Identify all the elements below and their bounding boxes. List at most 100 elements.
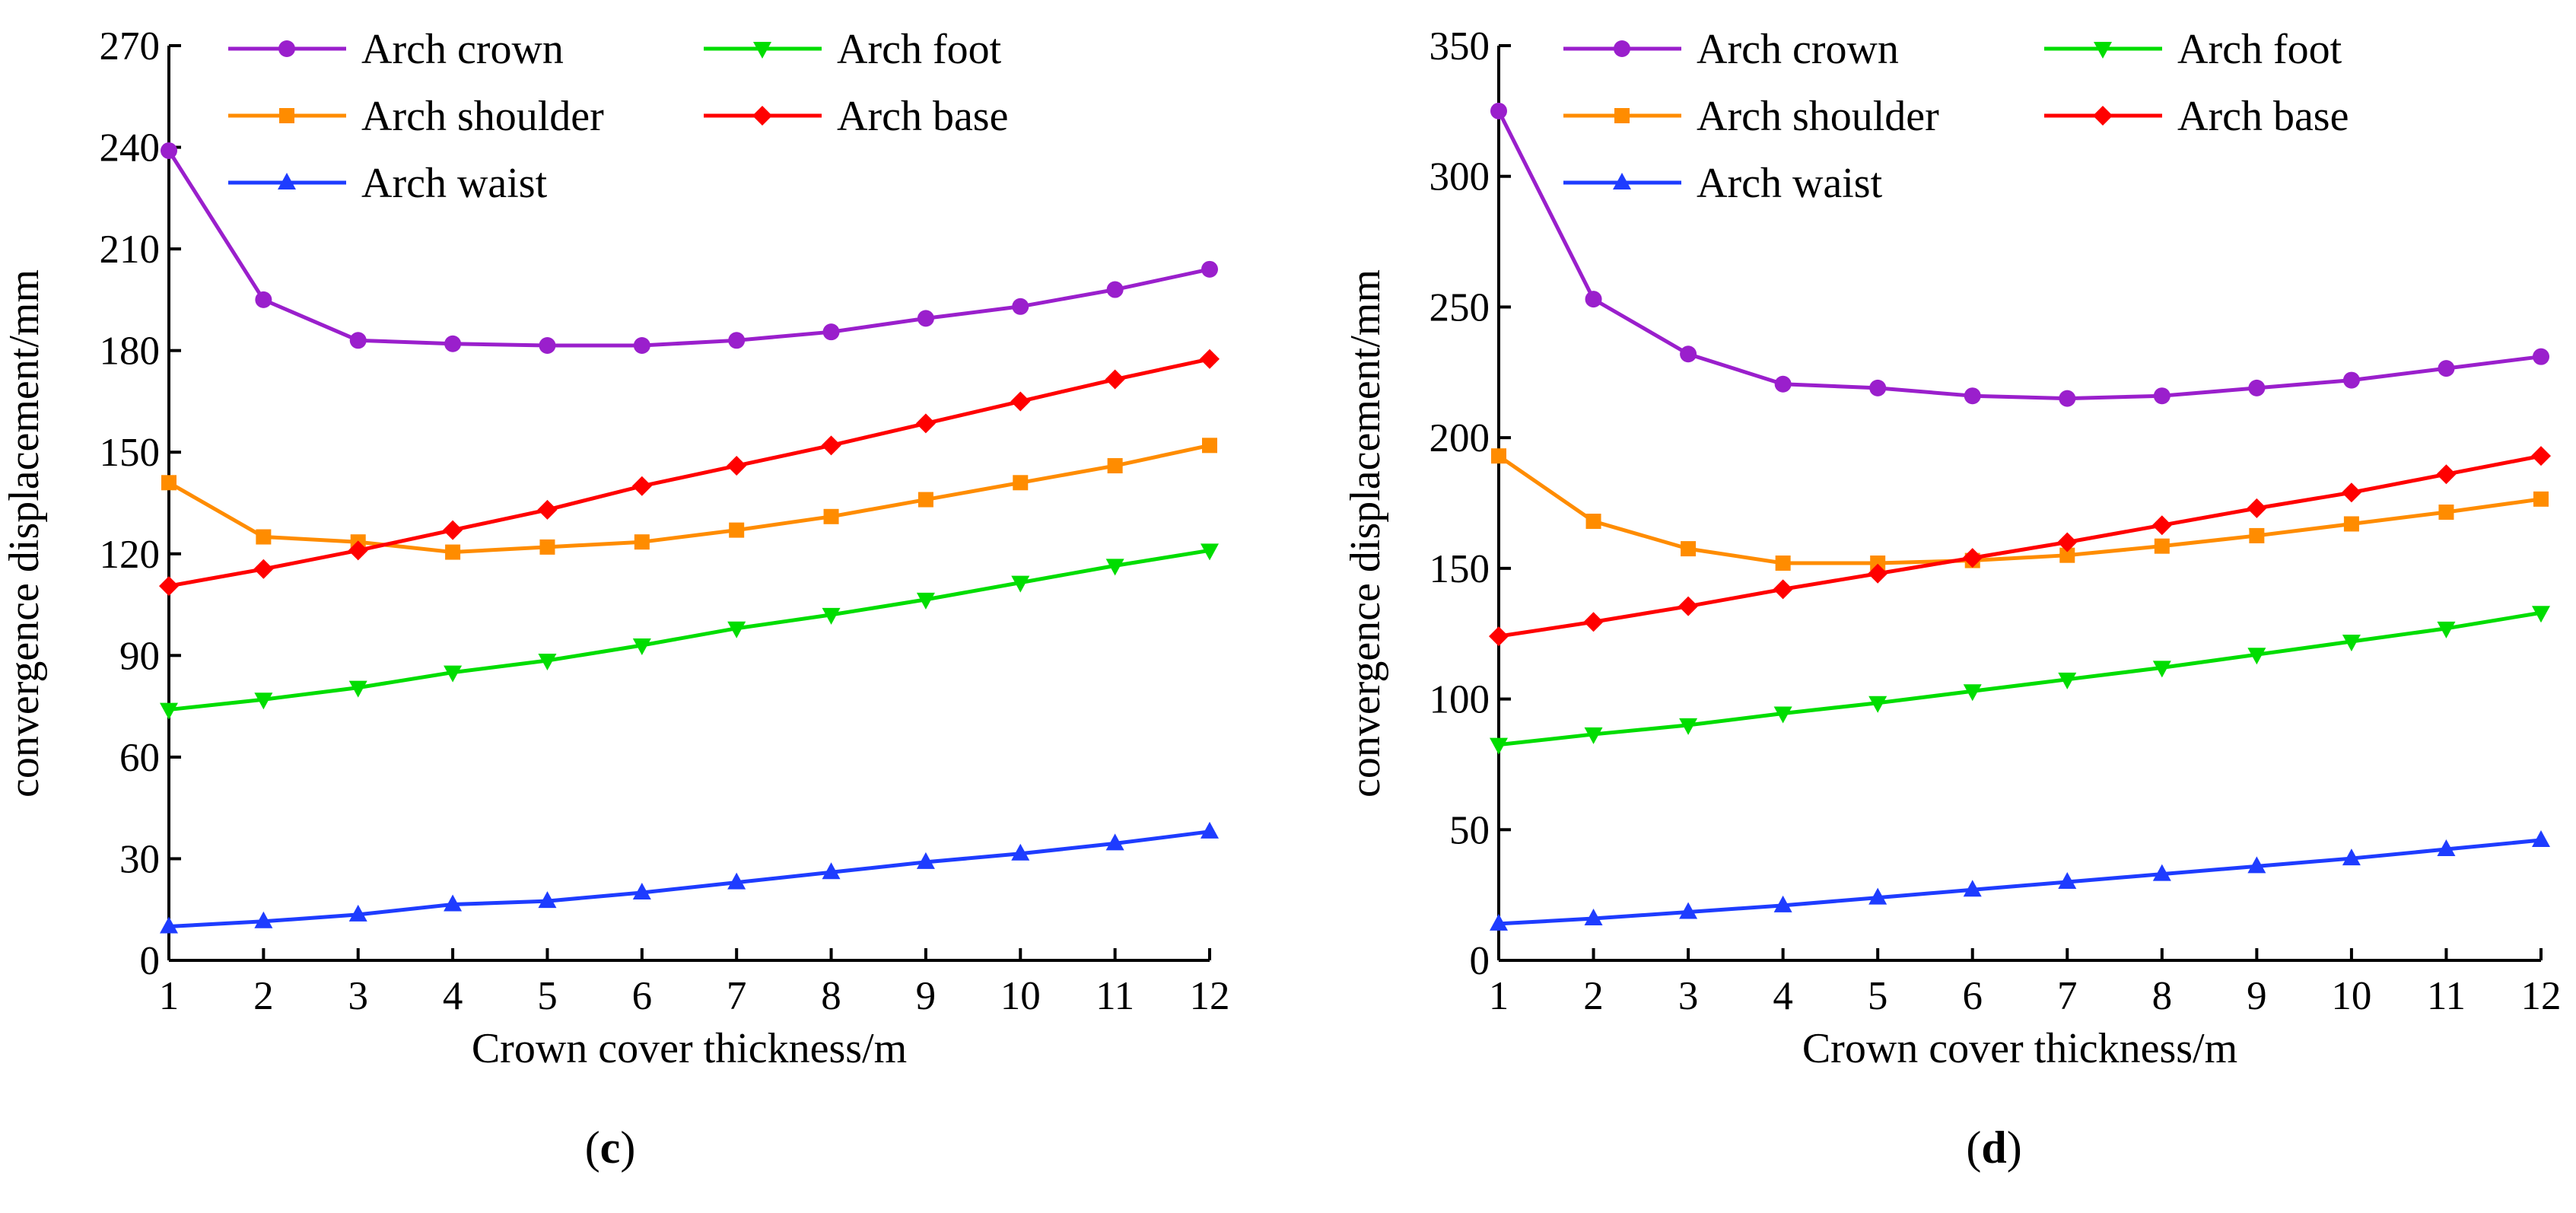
panel-c-y-tick-label: 90 bbox=[119, 634, 160, 678]
panel-d-x-tick-label: 10 bbox=[2331, 974, 2371, 1018]
panel-d-point-arch-foot bbox=[1773, 706, 1792, 724]
panel-c-x-tick-label: 5 bbox=[537, 974, 558, 1018]
panel-d-point-arch-base bbox=[1868, 563, 1888, 584]
panel-c-point-arch-waist bbox=[916, 852, 935, 869]
panel-c-point-arch-foot bbox=[254, 692, 273, 710]
panel-c-point-arch-shoulder bbox=[823, 508, 839, 524]
panel-c-point-arch-foot bbox=[160, 702, 178, 720]
panel-d-series-line-arch-shoulder bbox=[1497, 454, 2542, 565]
panel-c-point-arch-shoulder bbox=[539, 539, 555, 555]
legend-label-arch-shoulder: Arch shoulder bbox=[361, 93, 604, 140]
panel-c-point-arch-foot bbox=[1105, 559, 1124, 576]
panel-c-series-line-arch-waist bbox=[168, 829, 1210, 928]
panel-c-point-arch-foot bbox=[822, 607, 841, 625]
legend-marker-arch-base bbox=[752, 106, 772, 126]
panel-d-y-tick-label: 0 bbox=[1470, 939, 1490, 983]
caption-c: (c) bbox=[585, 1122, 636, 1173]
panel-d-point-arch-foot bbox=[2058, 672, 2077, 689]
panel-c-point-arch-foot bbox=[727, 621, 746, 638]
panel-c-legend: Arch crown Arch shoulder Arch waist Arch fo… bbox=[228, 26, 1008, 207]
panel-c-x-tick-label: 1 bbox=[159, 974, 180, 1018]
panel-d-point-arch-foot bbox=[1490, 737, 1508, 755]
panel-c-chart: 1 2 3 4 5 6 7 8 9 10 11 120306090120150180210240270… bbox=[1, 24, 1230, 1072]
panel-d-point-arch-base bbox=[1962, 548, 1983, 568]
panel-d-point-arch-foot bbox=[1679, 718, 1698, 735]
panel-d-x-tick-label: 5 bbox=[1868, 974, 1888, 1018]
panel-c-point-arch-crown bbox=[822, 323, 840, 341]
panel-d-point-arch-shoulder bbox=[2438, 505, 2454, 521]
legend-marker-arch-crown bbox=[1614, 40, 1630, 57]
panel-d-series-line-arch-base bbox=[1498, 454, 2542, 638]
panel-c-point-arch-crown bbox=[917, 310, 934, 327]
panel-c-point-arch-crown bbox=[1012, 298, 1029, 315]
panel-c-y-tick-label: 240 bbox=[100, 126, 161, 170]
panel-d-point-arch-base bbox=[2151, 515, 2172, 536]
panel-d-chart: 1 2 3 4 5 6 7 8 9 10 11 12050100150200250300350Crow… bbox=[1342, 24, 2562, 1072]
panel-d-x-tick-label: 2 bbox=[1583, 974, 1604, 1018]
panel-d-point-arch-crown bbox=[2153, 387, 2171, 405]
panel-c-point-arch-base bbox=[159, 576, 179, 597]
panel-c-point-arch-base bbox=[253, 559, 274, 579]
panel-c-point-arch-shoulder bbox=[161, 475, 177, 491]
panel-d-x-tick-label: 8 bbox=[2152, 974, 2173, 1018]
panel-c-x-tick-label: 11 bbox=[1096, 974, 1134, 1018]
panel-d-series-line-arch-waist bbox=[1498, 838, 2542, 926]
panel-d-point-arch-waist bbox=[1679, 902, 1698, 919]
panel-d-y-tick-label: 200 bbox=[1430, 416, 1490, 460]
panel-c-point-arch-crown bbox=[444, 335, 462, 352]
panel-d-series-line-arch-foot bbox=[1498, 610, 2542, 747]
legend-marker-arch-foot bbox=[753, 42, 771, 59]
legend-label-arch-crown: Arch crown bbox=[1697, 26, 1899, 73]
legend-label-arch-base: Arch base bbox=[2177, 93, 2349, 140]
panel-d-point-arch-shoulder bbox=[1775, 555, 1791, 571]
panel-c-y-tick-label: 0 bbox=[140, 939, 161, 983]
panel-d-point-arch-shoulder bbox=[1870, 555, 1886, 571]
panel-c-point-arch-shoulder bbox=[1107, 458, 1123, 474]
panel-d-y-tick-label: 300 bbox=[1430, 155, 1490, 199]
legend-marker-arch-foot bbox=[2094, 42, 2112, 59]
panel-d-point-arch-crown bbox=[2533, 348, 2549, 365]
legend-label-arch-base: Arch base bbox=[837, 93, 1008, 140]
panel-c-x-tick-label: 10 bbox=[1000, 974, 1041, 1018]
panel-c-y-axis-title: convergence displacement/mm bbox=[1, 269, 48, 798]
panel-c-point-arch-base bbox=[727, 456, 747, 476]
panel-c-y-tick-label: 30 bbox=[119, 837, 160, 881]
panel-c-point-arch-base bbox=[915, 413, 936, 434]
panel-d-x-tick-label: 11 bbox=[2427, 974, 2466, 1018]
panel-d-point-arch-base bbox=[2247, 498, 2267, 518]
panel-d-point-arch-crown bbox=[1774, 375, 1792, 393]
panel-c-point-arch-shoulder bbox=[1013, 475, 1029, 491]
panel-c-point-arch-crown bbox=[539, 336, 556, 354]
panel-d-x-tick-label: 9 bbox=[2247, 974, 2267, 1018]
panel-c-x-axis-title: Crown cover thickness/m bbox=[472, 1025, 907, 1072]
panel-c-point-arch-foot bbox=[444, 665, 463, 683]
panel-c-x-tick-label: 6 bbox=[632, 974, 653, 1018]
panel-c-y-tick-label: 60 bbox=[119, 736, 160, 780]
panel-d-point-arch-crown bbox=[1869, 379, 1887, 396]
panel-c-point-arch-base bbox=[348, 540, 368, 561]
panel-c-point-arch-foot bbox=[538, 654, 557, 671]
panel-d-point-arch-crown bbox=[1490, 102, 1507, 119]
panel-c-point-arch-foot bbox=[1201, 543, 1219, 561]
panel-c-point-arch-base bbox=[821, 435, 841, 456]
panel-d-point-arch-shoulder bbox=[1681, 541, 1697, 557]
panel-d-point-arch-waist bbox=[1584, 909, 1603, 926]
panel-c-point-arch-crown bbox=[633, 336, 650, 354]
panel-c-point-arch-waist bbox=[1105, 833, 1124, 851]
panel-d-point-arch-foot bbox=[1868, 696, 1887, 713]
panel-c-point-arch-foot bbox=[348, 680, 367, 698]
panel-d-point-arch-shoulder bbox=[2343, 516, 2359, 532]
panel-d-point-arch-waist bbox=[1963, 880, 1982, 897]
panel-d-point-arch-foot bbox=[2532, 606, 2550, 623]
panel-d-x-tick-label: 6 bbox=[1962, 974, 1983, 1018]
panel-d-point-arch-base bbox=[1773, 579, 1793, 600]
panel-d-x-tick-label: 1 bbox=[1489, 974, 1509, 1018]
panel-d-point-arch-foot bbox=[2437, 621, 2456, 638]
panel-d-point-arch-base bbox=[2531, 446, 2551, 466]
legend-marker-arch-shoulder bbox=[279, 108, 294, 123]
panel-d-point-arch-waist bbox=[2532, 830, 2550, 848]
panel-c-x-tick-label: 7 bbox=[727, 974, 747, 1018]
panel-d-point-arch-base bbox=[2341, 482, 2361, 503]
panel-d-point-arch-waist bbox=[1490, 913, 1508, 931]
